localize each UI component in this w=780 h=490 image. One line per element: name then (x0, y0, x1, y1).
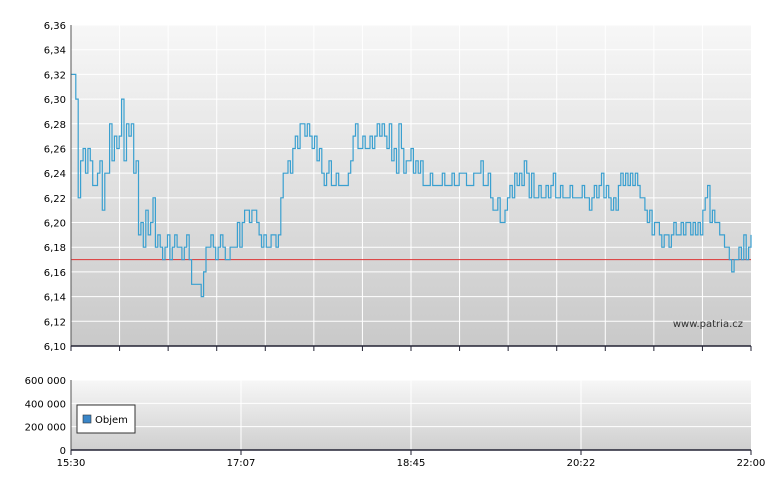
x-tick-label: 15:30 (57, 458, 86, 469)
price-vertical-grid (119, 25, 703, 346)
price-x-axis-ticks (70, 346, 752, 351)
price-y-tick-label: 6,26 (44, 144, 66, 155)
volume-y-tick-label: 200 000 (25, 423, 66, 434)
volume-panel: 0 200 000 400 000 600 000 15:30 17:07 18:45 20… (25, 376, 766, 469)
x-tick-label: 17:07 (227, 458, 256, 469)
price-y-tick-label: 6,36 (44, 21, 66, 32)
price-y-tick-label: 6,10 (44, 342, 66, 353)
price-y-tick-label: 6,32 (44, 70, 66, 81)
price-panel: 6,10 6,12 6,14 6,16 6,18 6,20 6,22 6,24 6,26 6,28… (44, 21, 752, 353)
price-y-axis-ticks: 6,10 6,12 6,14 6,16 6,18 6,20 6,22 6,24 6,26 6,28… (44, 21, 66, 353)
price-y-tick-label: 6,34 (44, 46, 66, 57)
price-y-tick-label: 6,16 (44, 268, 66, 279)
x-tick-label: 22:00 (737, 458, 766, 469)
price-y-tick-label: 6,28 (44, 120, 66, 131)
volume-y-tick-label: 600 000 (25, 376, 66, 387)
watermark: www.patria.cz (673, 319, 743, 330)
x-tick-label: 20:22 (567, 458, 596, 469)
volume-x-axis-ticks: 15:30 17:07 18:45 20:22 22:00 (57, 450, 766, 469)
price-y-tick-label: 6,18 (44, 243, 66, 254)
volume-y-tick-label: 0 (60, 446, 66, 457)
legend-swatch (82, 414, 92, 424)
price-y-tick-label: 6,30 (44, 95, 66, 106)
x-tick-label: 18:45 (397, 458, 426, 469)
volume-legend: Objem (76, 404, 136, 434)
volume-vertical-grid (240, 380, 582, 450)
price-y-tick-label: 6,14 (44, 293, 66, 304)
price-y-tick-label: 6,22 (44, 194, 66, 205)
price-y-tick-label: 6,24 (44, 169, 66, 180)
price-series-line (71, 73, 752, 298)
legend-label: Objem (95, 415, 128, 426)
volume-y-axis-ticks: 0 200 000 400 000 600 000 (25, 376, 66, 457)
volume-y-tick-label: 400 000 (25, 399, 66, 410)
price-y-tick-label: 6,20 (44, 219, 66, 230)
price-y-tick-label: 6,12 (44, 317, 66, 328)
